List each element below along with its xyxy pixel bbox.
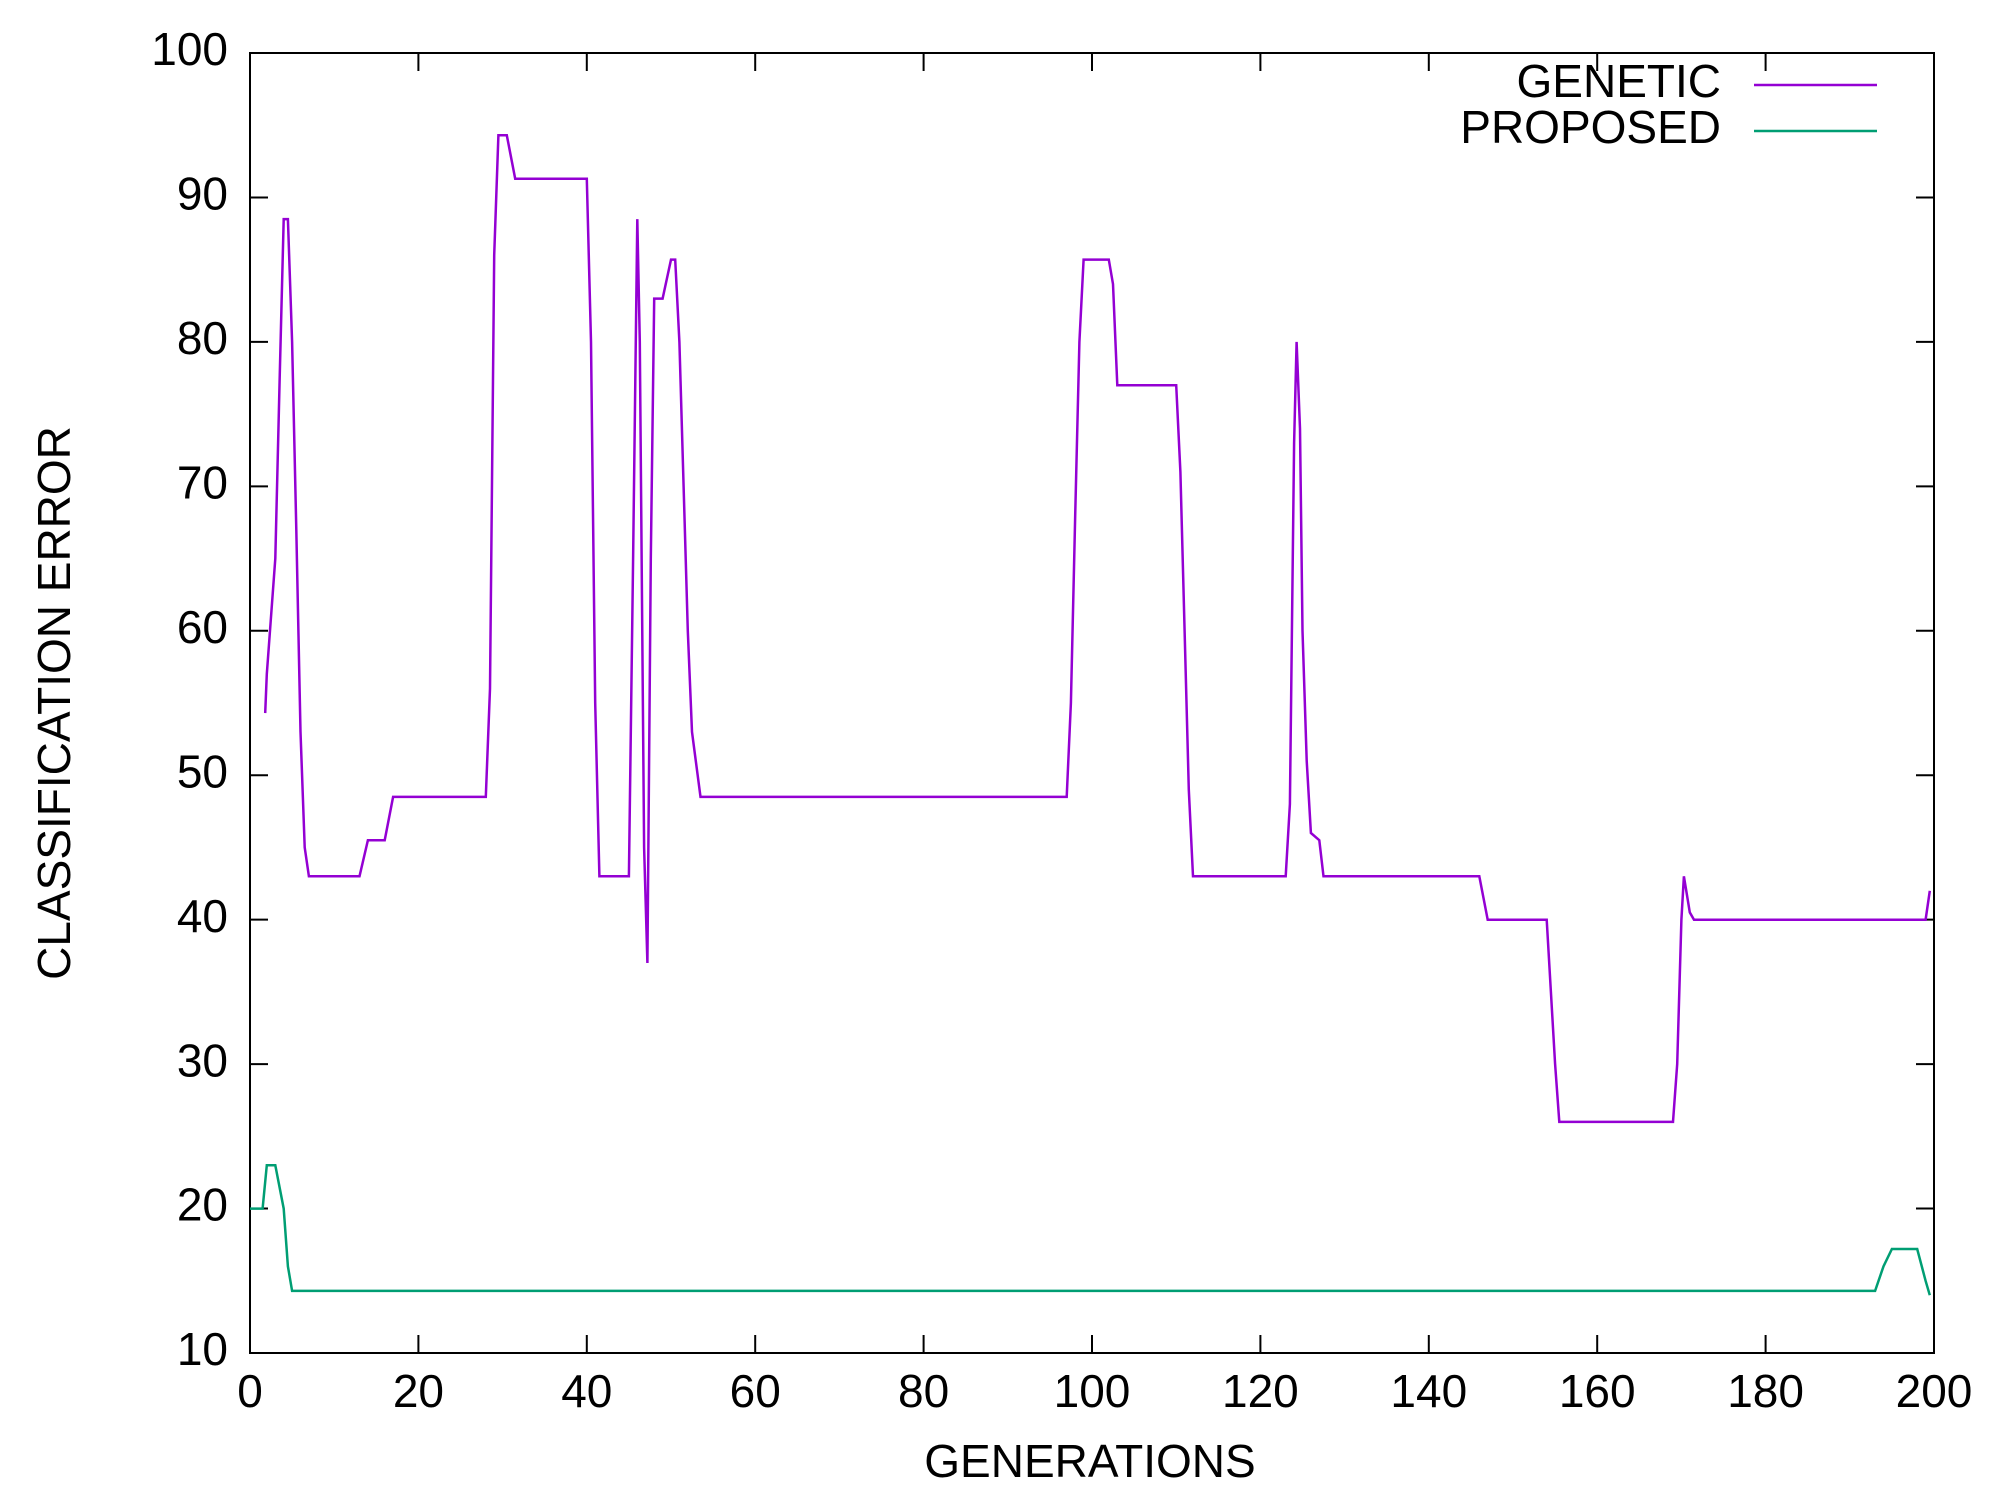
x-tick-label: 20	[393, 1365, 444, 1417]
y-tick-label: 70	[177, 456, 228, 508]
x-tick-label: 180	[1727, 1365, 1804, 1417]
series-line	[263, 134, 1932, 1124]
x-tick-label: 160	[1559, 1365, 1636, 1417]
legend-label: PROPOSED	[1460, 101, 1721, 153]
x-tick-label: 80	[898, 1365, 949, 1417]
x-tick-label: 200	[1896, 1365, 1973, 1417]
x-tick-label: 60	[730, 1365, 781, 1417]
plot-frame	[249, 52, 1935, 1354]
y-tick-label: 20	[177, 1179, 228, 1231]
y-tick-label: 50	[177, 745, 228, 797]
y-tick-label: 60	[177, 601, 228, 653]
series-line	[250, 1163, 1931, 1296]
y-tick-label: 40	[177, 890, 228, 942]
x-axis-label: GENERATIONS	[924, 1435, 1255, 1487]
x-tick-label: 120	[1222, 1365, 1299, 1417]
y-tick-label: 100	[151, 23, 228, 75]
y-tick-label: 80	[177, 312, 228, 364]
x-tick-label: 0	[237, 1365, 263, 1417]
x-tick-label: 140	[1390, 1365, 1467, 1417]
y-tick-label: 10	[177, 1323, 228, 1375]
x-tick-label: 40	[561, 1365, 612, 1417]
x-tick-label: 100	[1054, 1365, 1131, 1417]
y-tick-label: 30	[177, 1034, 228, 1086]
y-axis-label: CLASSIFICATION ERROR	[28, 426, 80, 980]
legend-label: GENETIC	[1517, 55, 1721, 107]
y-tick-label: 90	[177, 168, 228, 220]
